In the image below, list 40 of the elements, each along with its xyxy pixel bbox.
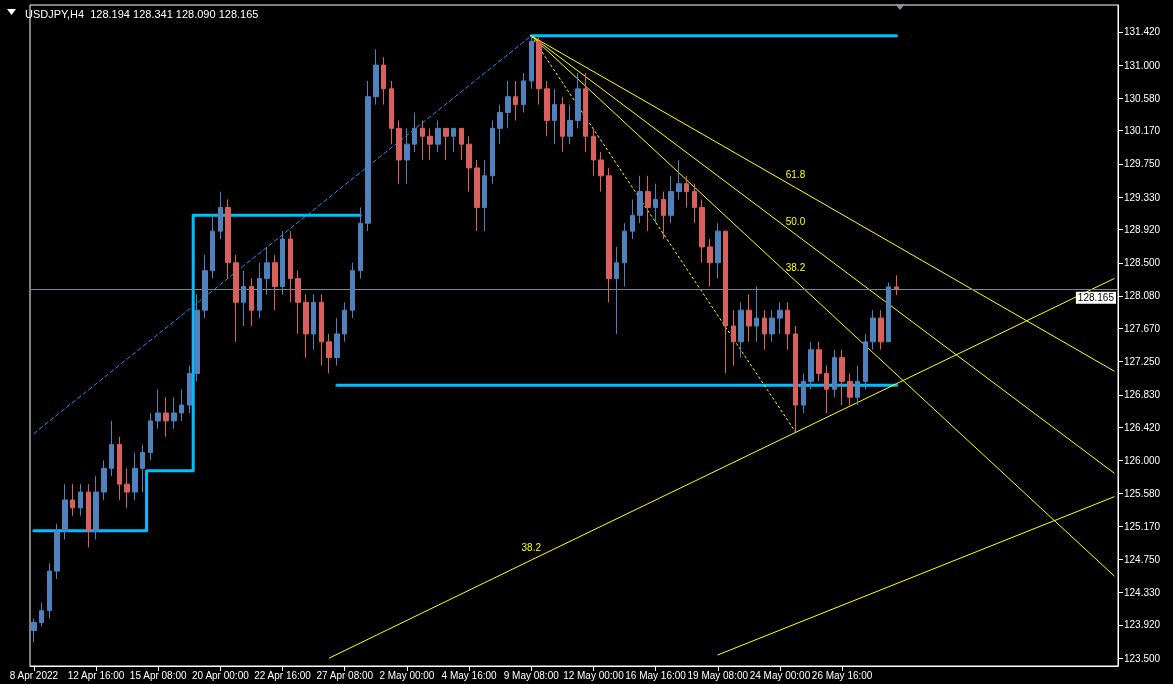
x-tick-label: 27 Apr 08:00 <box>316 669 374 681</box>
y-tick-label: 130.170 <box>1124 125 1161 137</box>
y-tick-label: 129.750 <box>1124 158 1161 170</box>
y-tick-label: 128.080 <box>1124 290 1161 302</box>
x-tick-label: 22 Apr 16:00 <box>254 669 312 681</box>
x-tick-label: 26 May 16:00 <box>811 669 873 681</box>
y-tick-label: 126.000 <box>1124 454 1161 466</box>
x-tick-label: 24 May 00:00 <box>749 669 811 681</box>
series-label: 38.2 <box>521 541 542 553</box>
x-tick-label: 12 May 00:00 <box>563 669 625 681</box>
x-tick-label: 12 Apr 16:00 <box>67 669 125 681</box>
y-tick-label: 130.580 <box>1124 92 1161 104</box>
x-tick-label: 20 Apr 00:00 <box>192 669 250 681</box>
y-tick-label: 123.920 <box>1124 619 1161 631</box>
x-tick-label: 15 Apr 08:00 <box>129 669 188 681</box>
y-tick-label: 127.670 <box>1124 322 1161 334</box>
x-tick-label: 2 May 00:00 <box>379 669 435 681</box>
y-tick-label: 125.580 <box>1124 488 1161 500</box>
series-label: 38.2 <box>785 262 806 274</box>
series-label: 61.8 <box>785 169 806 181</box>
x-tick-label: 19 May 08:00 <box>687 669 749 681</box>
y-tick-label: 125.170 <box>1124 520 1161 532</box>
y-tick-label: 124.330 <box>1124 586 1161 598</box>
y-tick-label: 129.330 <box>1124 191 1161 203</box>
ref-line-label: 128.165 <box>1077 292 1115 304</box>
y-tick-label: 131.420 <box>1124 26 1161 38</box>
y-tick-label: 128.500 <box>1124 257 1161 269</box>
y-tick-label: 128.920 <box>1124 224 1161 236</box>
y-tick-label: 126.420 <box>1124 421 1161 433</box>
y-tick-label: 124.750 <box>1124 553 1161 565</box>
x-tick-label: 9 May 08:00 <box>503 669 560 681</box>
x-tick-label: 8 Apr 2022 <box>9 669 59 681</box>
x-tick-label: 4 May 16:00 <box>441 669 498 681</box>
x-tick-label: 16 May 16:00 <box>625 669 687 681</box>
y-tick-label: 131.000 <box>1124 59 1161 71</box>
y-tick-label: 123.500 <box>1124 652 1161 664</box>
chart-title: USDJPY,H4 128.194 128.341 128.090 128.165 <box>25 7 259 20</box>
y-tick-label: 127.250 <box>1124 356 1161 368</box>
y-tick-label: 126.830 <box>1124 389 1161 401</box>
series-label: 50.0 <box>785 215 806 227</box>
